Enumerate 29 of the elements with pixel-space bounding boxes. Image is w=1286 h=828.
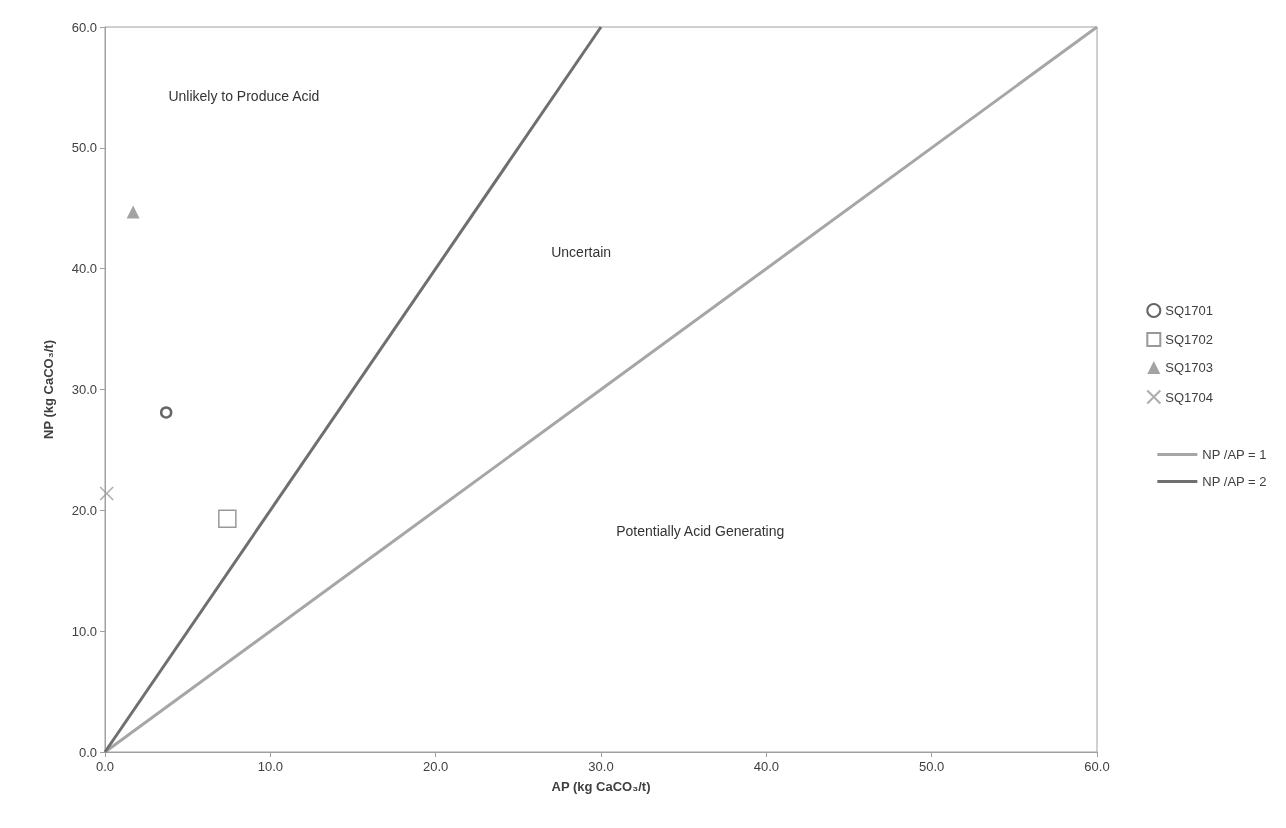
point [126, 205, 140, 219]
x-tick-label: 20.0 [423, 759, 449, 774]
y-tick-label: 10.0 [71, 623, 97, 639]
x-tick-label: 10.0 [257, 759, 283, 774]
x-axis-title: AP (kg CaCO₃/t) [551, 779, 651, 794]
legend-label: NP /AP = 2 [1202, 474, 1267, 489]
annotation: Uncertain [551, 243, 612, 260]
legend-label: SQ1704 [1165, 389, 1213, 405]
legend-label: SQ1702 [1165, 332, 1213, 347]
x-tick-label: 40.0 [753, 759, 779, 774]
legend-label: SQ1703 [1165, 360, 1213, 375]
point [99, 486, 114, 501]
y-tick-label: 50.0 [71, 140, 97, 156]
annotation: Potentially Acid Generating [616, 522, 785, 539]
y-axis-title: NP (kg CaCO₃/t) [41, 340, 56, 439]
x-tick-label: 0.0 [95, 759, 115, 774]
x-tick-label: 30.0 [588, 759, 614, 774]
y-tick-label: 0.0 [78, 744, 97, 760]
legend-label: NP /AP = 1 [1202, 447, 1267, 462]
y-tick-label: 20.0 [71, 502, 97, 518]
point [218, 509, 237, 529]
x-tick-label: 60.0 [1084, 759, 1110, 774]
y-tick-label: 60.0 [71, 19, 97, 35]
y-tick-label: 40.0 [71, 261, 97, 277]
legend-label: SQ1701 [1165, 303, 1213, 318]
y-tick-label: 30.0 [71, 382, 97, 397]
x-tick-label: 50.0 [919, 759, 945, 774]
annotation: Unlikely to Produce Acid [168, 87, 320, 104]
point [159, 406, 173, 419]
